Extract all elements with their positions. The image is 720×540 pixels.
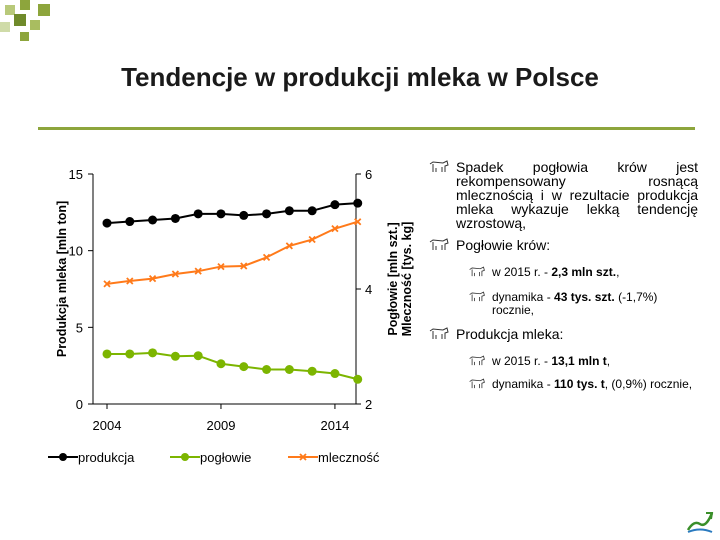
slide-title: Tendencje w produkcji mleka w Polsce: [121, 62, 599, 92]
cow-icon: [429, 238, 449, 250]
data-point-pogłowie: [193, 351, 203, 361]
y-right-tick-label: 4: [365, 282, 372, 297]
sub-bullet-suffix: ,: [616, 265, 620, 279]
data-point-produkcja: [193, 209, 203, 219]
data-point-mleczność: [240, 262, 248, 270]
growth-logo-icon: [686, 512, 714, 533]
data-point-produkcja: [262, 209, 272, 219]
sub-bullet-prefix: w 2015 r. -: [492, 265, 552, 279]
data-point-pogłowie: [216, 359, 226, 369]
data-point-pogłowie: [284, 365, 294, 374]
sub-bullet-value: 43 tys. szt.: [554, 290, 615, 304]
data-point-pogłowie: [353, 374, 363, 384]
y-right-axis-label: Mleczność [tys. kg]: [400, 222, 414, 337]
data-point-mleczność: [308, 235, 316, 244]
data-point-mleczność: [217, 262, 225, 271]
bullet-item: Spadek pogłowia krów jest rekompensowany…: [428, 160, 698, 230]
legend-marker: [181, 453, 189, 461]
cow-icon: [469, 355, 485, 366]
x-tick-label: 2004: [93, 418, 122, 433]
legend-label: mleczność: [318, 450, 380, 465]
data-point-produkcja: [307, 206, 317, 216]
cow-icon: [469, 266, 485, 277]
sub-bullet-value: 110 tys. t: [554, 377, 605, 391]
sub-bullet-item: w 2015 r. - 13,1 mln t,: [446, 355, 698, 368]
corner-decoration: [0, 0, 50, 41]
data-point-mleczność: [148, 275, 157, 283]
data-point-produkcja: [170, 213, 180, 223]
y-left-tick-label: 10: [69, 244, 83, 259]
series-line-mleczność: [106, 220, 359, 285]
data-point-produkcja: [216, 209, 226, 219]
sub-bullet-prefix: dynamika -: [492, 290, 555, 304]
legend-label: produkcja: [78, 450, 135, 465]
data-point-produkcja: [239, 210, 249, 220]
y-left-axis-label: Produkcja mleka [mln ton]: [55, 201, 69, 357]
bullet-item: Produkcja mleka:: [428, 327, 698, 341]
y-right-tick-label: 6: [365, 167, 372, 182]
legend-label: pogłowie: [200, 450, 251, 465]
sub-bullet-suffix: (-1,7%) rocznie,: [492, 290, 658, 317]
sub-bullet-prefix: dynamika -: [492, 377, 555, 391]
data-point-produkcja: [284, 206, 294, 216]
sub-bullet-item: dynamika - 43 tys. szt. (-1,7%) rocznie,: [446, 291, 698, 317]
data-point-produkcja: [102, 218, 112, 228]
legend-marker: [59, 453, 67, 461]
data-point-pogłowie: [170, 351, 180, 361]
cow-icon: [469, 378, 485, 389]
bullet-list: Spadek pogłowia krów jest rekompensowany…: [428, 160, 698, 399]
sub-bullet-value: 2,3 mln szt.: [551, 265, 617, 279]
sub-bullet-item: w 2015 r. - 2,3 mln szt.,: [446, 266, 698, 279]
data-point-pogłowie: [262, 365, 272, 374]
bullet-item: Pogłowie krów:: [428, 238, 698, 252]
data-point-produkcja: [125, 217, 135, 227]
cow-icon: [469, 291, 485, 302]
x-tick-label: 2009: [207, 418, 236, 433]
data-point-mleczność: [171, 270, 180, 278]
sub-bullet-item: dynamika - 110 tys. t, (0,9%) rocznie,: [446, 378, 698, 391]
y-left-tick-label: 0: [76, 397, 83, 412]
bullet-text: Spadek pogłowia krów jest rekompensowany…: [456, 159, 698, 231]
data-point-mleczność: [354, 218, 362, 226]
data-point-produkcja: [353, 198, 363, 208]
legend-marker: [299, 453, 307, 461]
data-point-mleczność: [126, 277, 134, 285]
data-point-produkcja: [330, 200, 340, 210]
y-right-tick-label: 2: [365, 397, 372, 412]
x-tick-label: 2014: [320, 418, 349, 433]
sub-bullet-suffix: , (0,9%) rocznie,: [604, 377, 693, 391]
data-point-mleczność: [262, 253, 271, 262]
bullet-text: Produkcja mleka:: [456, 326, 564, 342]
y-right-axis-label: Pogłowie [mln szt.]: [386, 222, 400, 335]
cow-icon: [429, 327, 449, 339]
data-point-pogłowie: [330, 369, 340, 379]
series-line-produkcja: [106, 202, 358, 225]
data-point-pogłowie: [148, 348, 158, 358]
data-point-pogłowie: [307, 366, 317, 376]
title-divider: [38, 127, 695, 130]
data-point-pogłowie: [102, 349, 112, 359]
milk-production-chart: 0 5 10 15 2 4 6 2004 2009 2014 Produkcja mleka [ml…: [48, 167, 414, 465]
data-point-pogłowie: [125, 349, 135, 359]
data-point-pogłowie: [239, 362, 249, 372]
sub-bullet-prefix: w 2015 r. -: [492, 354, 552, 368]
y-left-tick-label: 15: [69, 167, 83, 182]
cow-icon: [429, 160, 449, 172]
data-point-produkcja: [148, 215, 158, 225]
bullet-text: Pogłowie krów:: [456, 237, 551, 253]
data-point-mleczność: [194, 267, 202, 275]
data-point-mleczność: [103, 280, 111, 288]
series-line-pogłowie: [107, 351, 358, 381]
sub-bullet-value: 13,1 mln t: [551, 354, 607, 368]
data-point-mleczność: [331, 224, 339, 233]
data-point-mleczność: [285, 242, 293, 250]
y-left-tick-label: 5: [76, 320, 83, 335]
sub-bullet-suffix: ,: [606, 354, 611, 368]
